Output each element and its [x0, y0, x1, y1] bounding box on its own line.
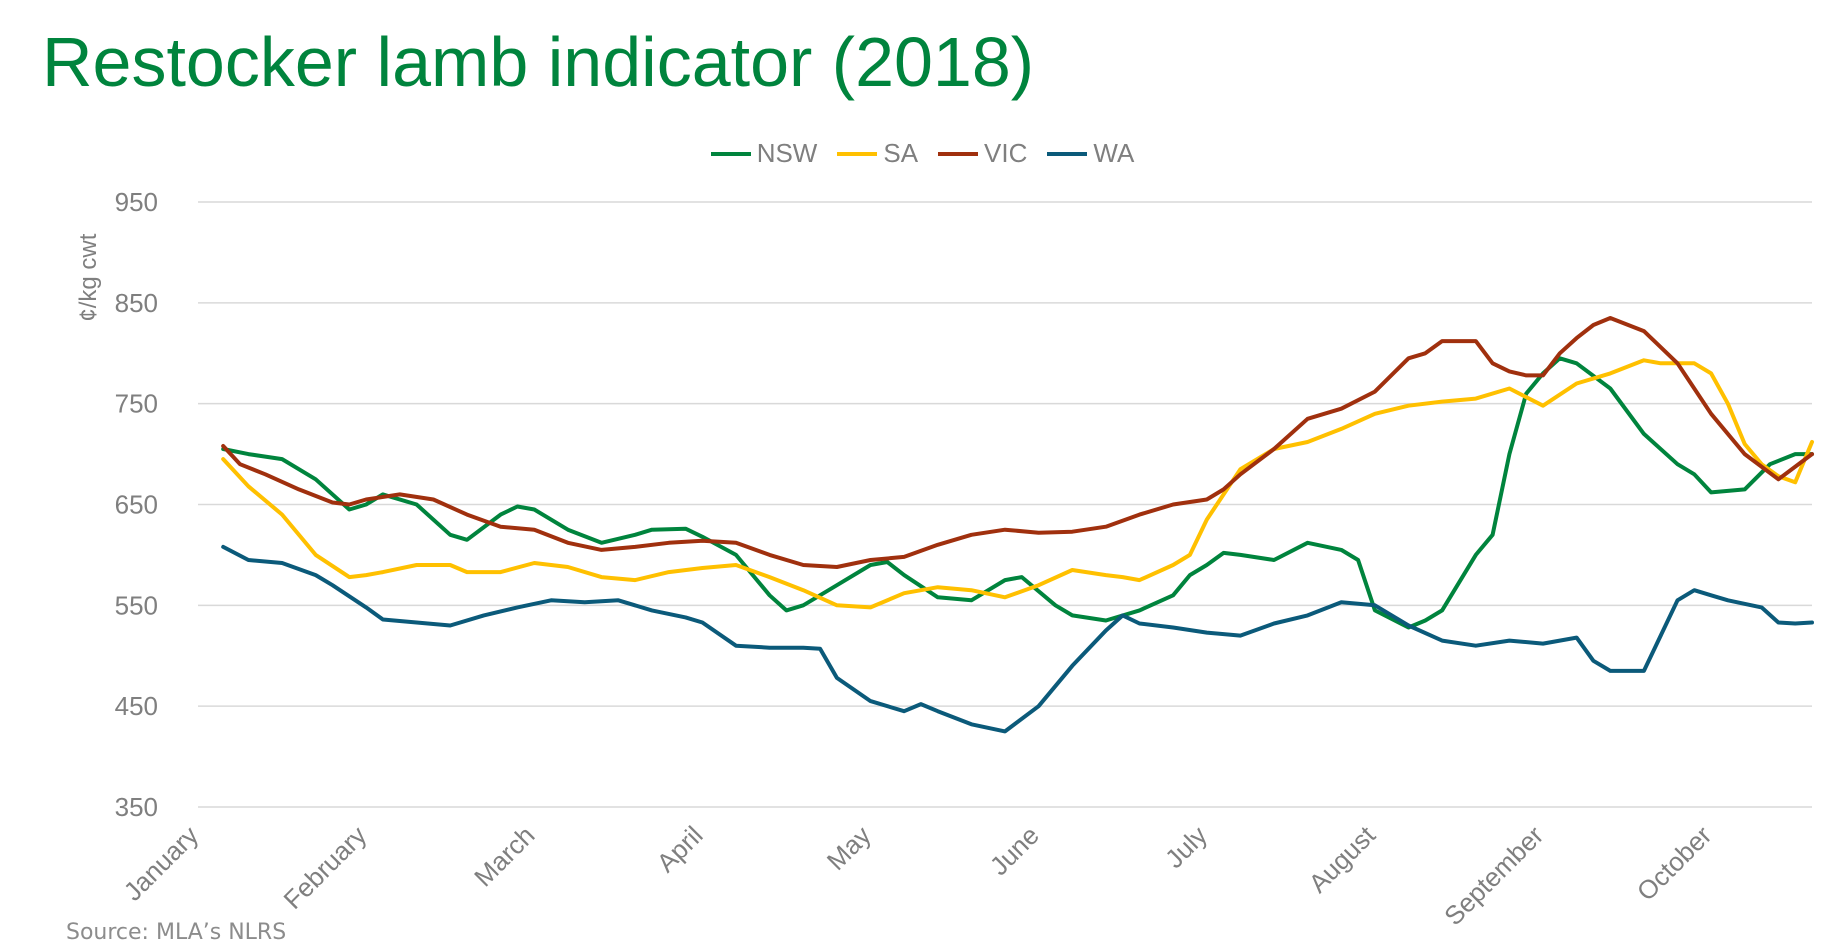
legend-swatch-wa — [1047, 151, 1088, 156]
x-tick-label-january: January — [118, 820, 205, 907]
y-tick-label-350: 350 — [115, 792, 158, 822]
series-line-vic — [221, 316, 1814, 569]
y-tick-label-550: 550 — [115, 590, 158, 620]
legend-item-nsw: NSW — [710, 138, 818, 169]
series-line-nsw — [221, 356, 1814, 630]
legend-label-vic: VIC — [984, 138, 1028, 168]
y-tick-label-950: 950 — [115, 187, 158, 217]
legend-swatch-vic — [938, 151, 979, 156]
x-tick-label-march: March — [468, 820, 540, 892]
x-tick-label-august: August — [1303, 819, 1382, 898]
y-tick-label-850: 850 — [115, 288, 158, 318]
x-tick-label-september: September — [1438, 820, 1549, 931]
source-note: Source: MLA’s NLRS — [66, 920, 287, 945]
y-tick-label-450: 450 — [115, 691, 158, 721]
chart-title: Restocker lamb indicator (2018) — [42, 23, 1035, 101]
y-tick-label-650: 650 — [115, 490, 158, 520]
legend-item-sa: SA — [837, 138, 918, 169]
y-tick-label-750: 750 — [115, 389, 158, 419]
x-tick-label-april: April — [651, 820, 709, 878]
legend-swatch-sa — [837, 151, 878, 156]
x-tick-label-october: October — [1631, 820, 1718, 907]
y-axis-label: ¢/kg cwt — [75, 233, 102, 321]
legend-label-wa: WA — [1093, 138, 1135, 168]
x-tick-label-july: July — [1159, 820, 1213, 874]
legend-item-vic: VIC — [938, 138, 1027, 169]
x-tick-label-may: May — [821, 820, 877, 876]
series-line-sa — [221, 358, 1814, 610]
legend-item-wa: WA — [1047, 138, 1134, 169]
series-line-wa — [221, 544, 1814, 734]
x-tick-label-june: June — [984, 820, 1045, 881]
legend: NSW SA VIC WA — [0, 138, 1845, 169]
legend-label-sa: SA — [883, 138, 919, 168]
x-tick-label-february: February — [278, 820, 373, 915]
legend-label-nsw: NSW — [756, 138, 818, 168]
legend-swatch-nsw — [710, 151, 751, 156]
